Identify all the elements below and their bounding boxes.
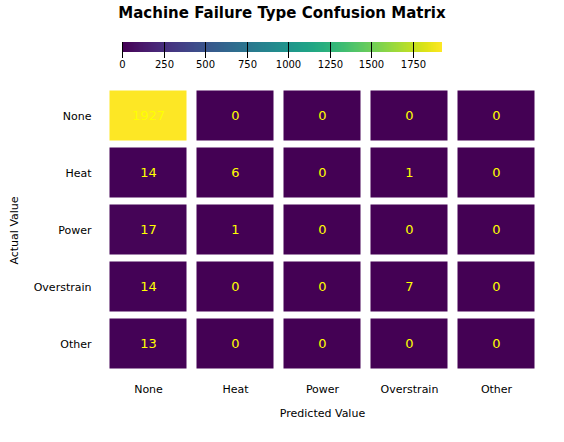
svg-text:1: 1: [231, 222, 239, 237]
svg-text:1927: 1927: [132, 108, 165, 123]
svg-text:0: 0: [318, 336, 326, 351]
svg-text:0: 0: [492, 222, 500, 237]
svg-text:1000: 1000: [276, 59, 301, 70]
svg-text:Actual Value: Actual Value: [8, 196, 21, 264]
svg-text:0: 0: [405, 108, 413, 123]
svg-text:500: 500: [196, 59, 215, 70]
svg-text:0: 0: [318, 279, 326, 294]
svg-text:Predicted Value: Predicted Value: [280, 407, 366, 420]
svg-text:None: None: [134, 383, 163, 396]
html-text:Machine Failure Type Confusion: Machine Failure Type Confusion Matrix: [118, 4, 446, 22]
svg-text:0: 0: [492, 165, 500, 180]
svg-text:Power: Power: [306, 383, 340, 396]
svg-text:14: 14: [140, 165, 157, 180]
svg-text:0: 0: [231, 279, 239, 294]
svg-text:750: 750: [238, 59, 257, 70]
svg-text:1: 1: [405, 165, 413, 180]
svg-text:0: 0: [492, 336, 500, 351]
svg-text:250: 250: [155, 59, 174, 70]
svg-text:14: 14: [140, 279, 157, 294]
svg-text:17: 17: [140, 222, 157, 237]
svg-text:Overstrain: Overstrain: [381, 383, 439, 396]
svg-text:13: 13: [140, 336, 157, 351]
svg-text:0: 0: [492, 108, 500, 123]
svg-text:Heat: Heat: [65, 167, 92, 180]
svg-text:Other: Other: [60, 338, 92, 351]
svg-text:0: 0: [492, 279, 500, 294]
svg-text:Heat: Heat: [222, 383, 249, 396]
svg-text:1250: 1250: [318, 59, 343, 70]
svg-text:0: 0: [231, 108, 239, 123]
svg-text:0: 0: [231, 336, 239, 351]
svg-text:0: 0: [318, 165, 326, 180]
svg-text:6: 6: [231, 165, 239, 180]
svg-text:0: 0: [119, 59, 125, 70]
svg-text:0: 0: [405, 222, 413, 237]
svg-text:7: 7: [405, 279, 413, 294]
svg-text:None: None: [63, 110, 92, 123]
svg-text:1750: 1750: [401, 59, 426, 70]
svg-text:0: 0: [318, 108, 326, 123]
svg-text:Power: Power: [58, 224, 92, 237]
svg-text:Overstrain: Overstrain: [34, 281, 92, 294]
svg-text:1500: 1500: [359, 59, 384, 70]
svg-text:0: 0: [318, 222, 326, 237]
svg-text:Other: Other: [481, 383, 513, 396]
svg-text:0: 0: [405, 336, 413, 351]
